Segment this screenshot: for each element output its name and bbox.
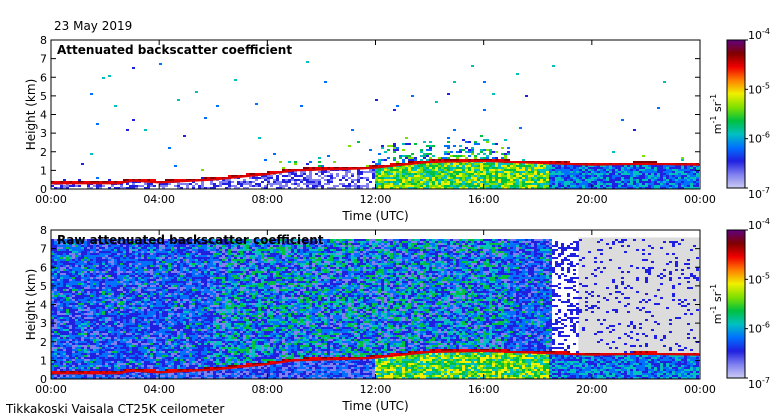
- y-tick-label: 4: [40, 109, 47, 122]
- y-tick-label: 0: [40, 373, 47, 386]
- y-tick-label: 4: [40, 299, 47, 312]
- y-tick-label: 3: [40, 317, 47, 330]
- colorbar-gradient: [726, 229, 746, 379]
- colorbar-tick-label: 10-4: [748, 217, 770, 232]
- y-tick-label: 5: [40, 280, 47, 293]
- y-tick-label: 0: [40, 183, 47, 196]
- x-tick-label: 04:00: [143, 193, 175, 206]
- colorbar-tick-label: 10-7: [748, 376, 770, 391]
- y-tick-label: 8: [40, 34, 47, 47]
- colorbar-gradient: [726, 39, 746, 189]
- station-label: Tikkakoski Vaisala CT25K ceilometer: [6, 402, 225, 416]
- date-label: 23 May 2019: [54, 19, 133, 33]
- colorbar: 10-4 10-5 10-6 10-7 m-1 sr-1: [709, 217, 770, 391]
- panel-title: Raw attenuated backscatter coefficient: [57, 233, 324, 247]
- colorbar-unit-label: m-1 sr-1: [709, 94, 724, 134]
- x-tick-label: 12:00: [360, 193, 392, 206]
- x-tick-label: 08:00: [251, 383, 283, 396]
- x-tick-label: 08:00: [251, 193, 283, 206]
- colorbar-tick-label: 10-7: [748, 186, 770, 201]
- cloud-base-line: [51, 350, 701, 375]
- panel-title: Attenuated backscatter coefficient: [57, 43, 292, 57]
- colorbar-unit-label: m-1 sr-1: [709, 284, 724, 324]
- colorbar-tick-label: 10-6: [748, 131, 770, 146]
- x-tick-label: 16:00: [468, 193, 500, 206]
- y-tick-label: 3: [40, 127, 47, 140]
- x-tick-label: 12:00: [360, 383, 392, 396]
- x-tick-label: 20:00: [576, 193, 608, 206]
- y-axis-label: Height (km): [24, 79, 38, 150]
- colorbar-tick-label: 10-6: [748, 321, 770, 336]
- y-tick-label: 7: [40, 53, 47, 66]
- y-tick-label: 1: [40, 164, 47, 177]
- x-tick-label: 00:00: [35, 193, 67, 206]
- colorbar-tick-label: 10-5: [748, 81, 770, 96]
- y-tick-label: 2: [40, 336, 47, 349]
- cloud-base-line: [51, 160, 701, 185]
- x-tick-label: 00:00: [684, 193, 716, 206]
- y-tick-label: 6: [40, 71, 47, 84]
- y-tick-label: 6: [40, 261, 47, 274]
- y-tick-label: 8: [40, 224, 47, 237]
- chart-panel-2: Raw attenuated backscatter coefficient00…: [24, 217, 770, 413]
- heatmap-area: [51, 230, 700, 379]
- y-tick-label: 1: [40, 354, 47, 367]
- colorbar: 10-4 10-5 10-6 10-7 m-1 sr-1: [709, 27, 770, 201]
- y-tick-label: 5: [40, 90, 47, 103]
- x-axis-label: Time (UTC): [341, 209, 408, 223]
- y-axis-label: Height (km): [24, 269, 38, 340]
- x-tick-label: 16:00: [468, 383, 500, 396]
- colorbar-tick-label: 10-5: [748, 271, 770, 286]
- y-tick-label: 7: [40, 243, 47, 256]
- colorbar-tick-label: 10-4: [748, 27, 770, 42]
- y-tick-label: 2: [40, 146, 47, 159]
- x-tick-label: 00:00: [684, 383, 716, 396]
- x-axis-label: Time (UTC): [341, 399, 408, 413]
- x-tick-label: 04:00: [143, 383, 175, 396]
- x-tick-label: 00:00: [35, 383, 67, 396]
- x-tick-label: 20:00: [576, 383, 608, 396]
